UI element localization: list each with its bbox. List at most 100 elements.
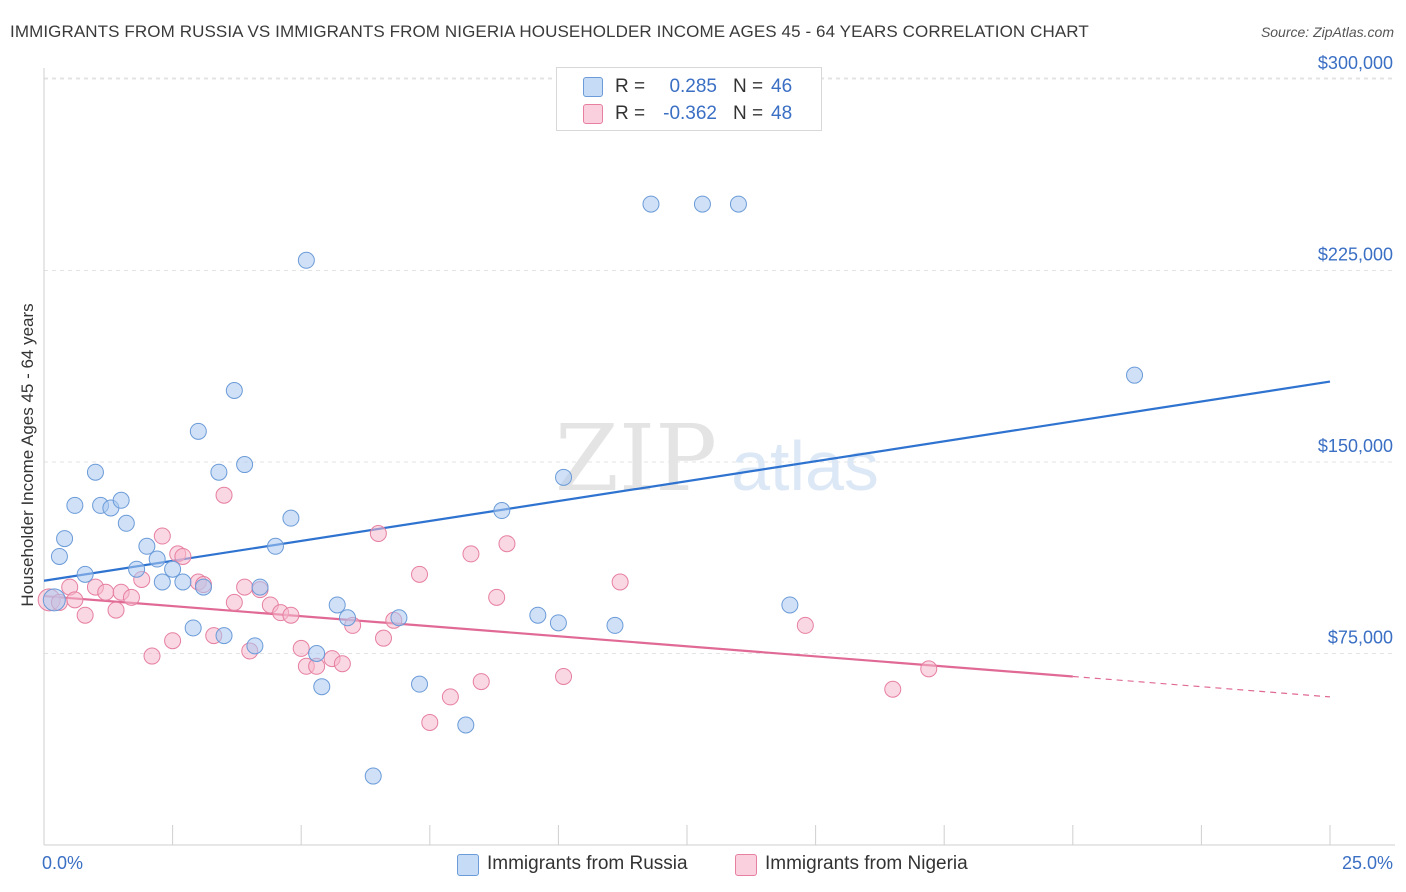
point-nigeria [441, 688, 459, 706]
point-russia [693, 195, 711, 213]
point-russia [282, 509, 300, 527]
point-nigeria [97, 583, 115, 601]
point-nigeria [66, 591, 84, 609]
point-russia [781, 596, 799, 614]
point-nigeria [421, 713, 439, 731]
point-russia [493, 502, 511, 520]
point-russia [174, 573, 192, 591]
point-russia [225, 382, 243, 400]
point-nigeria [611, 573, 629, 591]
point-russia [642, 195, 660, 213]
point-russia [164, 560, 182, 578]
point-nigeria [122, 588, 140, 606]
point-russia [210, 463, 228, 481]
gridlines [44, 77, 1395, 654]
point-nigeria [282, 606, 300, 624]
point-russia [606, 616, 624, 634]
trend-lines [43, 380, 1331, 698]
point-russia [128, 560, 146, 578]
legend-n-value: 46 [771, 76, 793, 97]
point-nigeria [164, 632, 182, 650]
point-russia [56, 530, 74, 548]
legend-n-label: N = [733, 103, 764, 124]
point-nigeria [153, 527, 171, 545]
point-nigeria [369, 524, 387, 542]
watermark-zip: ZIP [555, 405, 717, 512]
point-russia [112, 491, 130, 509]
y-tick-label: $75,000 [1328, 628, 1393, 648]
point-russia [457, 716, 475, 734]
point-russia [390, 609, 408, 627]
point-nigeria [796, 616, 814, 634]
x-tick-label-min: 0.0% [42, 853, 84, 873]
point-russia [86, 463, 104, 481]
point-nigeria [462, 545, 480, 563]
point-nigeria [143, 647, 161, 665]
point-nigeria [498, 535, 516, 553]
trend-line-russia [43, 380, 1331, 582]
stats-legend: R = 0.285 N = 46 R = -0.362 N = 48 [556, 67, 822, 131]
point-nigeria [292, 639, 310, 657]
legend-r-value: -0.362 [663, 103, 717, 124]
point-russia [549, 614, 567, 632]
watermark-atlas: atlas [731, 427, 879, 505]
point-russia [138, 537, 156, 555]
y-axis-label: Householder Income Ages 45 - 64 years [18, 303, 37, 607]
point-nigeria [107, 601, 125, 619]
point-russia [42, 588, 66, 612]
legend-r-label: R = [615, 103, 646, 124]
legend-n-value: 48 [771, 103, 793, 124]
point-nigeria [76, 606, 94, 624]
point-russia [266, 537, 284, 555]
point-russia [411, 675, 429, 693]
point-russia [555, 468, 573, 486]
series-swatch-russia [457, 854, 479, 876]
axes [43, 68, 1395, 846]
point-russia [1126, 366, 1144, 384]
point-nigeria [488, 588, 506, 606]
point-russia [50, 547, 68, 565]
point-nigeria [884, 680, 902, 698]
legend-n-label: N = [733, 76, 764, 97]
point-russia [729, 195, 747, 213]
point-nigeria [236, 578, 254, 596]
point-russia [328, 596, 346, 614]
point-nigeria [920, 660, 938, 678]
series-label-russia: Immigrants from Russia [487, 853, 688, 874]
point-russia [194, 578, 212, 596]
point-nigeria [215, 486, 233, 504]
point-russia [76, 565, 94, 583]
point-russia [529, 606, 547, 624]
data-points [37, 195, 1144, 785]
point-nigeria [472, 673, 490, 691]
point-russia [184, 619, 202, 637]
point-nigeria [411, 565, 429, 583]
legend-swatch-russia [583, 77, 603, 97]
point-russia [236, 456, 254, 474]
trend-line-extension-nigeria [1072, 675, 1331, 698]
legend-r-value: 0.285 [669, 76, 717, 97]
legend-r-label: R = [615, 76, 646, 97]
point-nigeria [333, 655, 351, 673]
point-russia [148, 550, 166, 568]
x-tick-label-max: 25.0% [1341, 853, 1393, 873]
point-russia [117, 514, 135, 532]
watermark: ZIP atlas [555, 405, 879, 512]
point-nigeria [174, 547, 192, 565]
source-note: Source: ZipAtlas.com [1260, 24, 1394, 40]
point-russia [66, 496, 84, 514]
y-tick-label: $300,000 [1318, 53, 1393, 73]
point-russia [297, 251, 315, 269]
point-nigeria [555, 667, 573, 685]
y-tick-label: $150,000 [1318, 436, 1393, 456]
y-tick-labels: $75,000 $150,000 $225,000 $300,000 [1318, 53, 1393, 648]
point-russia [308, 645, 326, 662]
y-tick-label: $225,000 [1318, 245, 1393, 265]
series-label-nigeria: Immigrants from Nigeria [765, 853, 968, 874]
point-nigeria [225, 593, 243, 611]
legend-swatch-nigeria [583, 104, 603, 124]
chart-title: IMMIGRANTS FROM RUSSIA VS IMMIGRANTS FRO… [10, 22, 1089, 41]
point-russia [338, 609, 356, 627]
point-russia [364, 767, 382, 785]
